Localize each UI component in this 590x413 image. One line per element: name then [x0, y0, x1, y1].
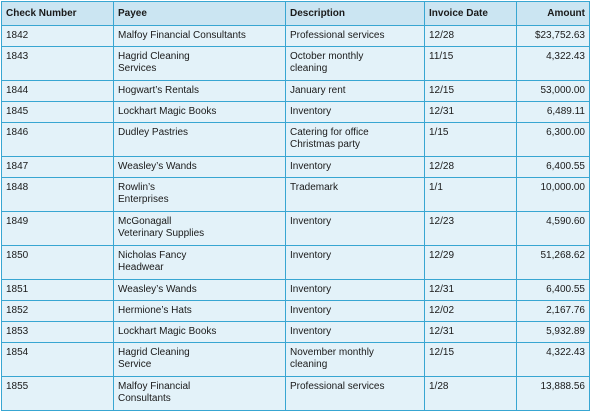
cell-invoice-date: 1/15	[424, 122, 517, 157]
cell-amount: 6,400.55	[516, 279, 590, 301]
cell-description: Inventory	[285, 156, 425, 178]
cell-description: Professional services	[285, 25, 425, 47]
table-row: 1846 Dudley Pastries Catering for office Ch…	[1, 122, 590, 157]
cell-amount: $23,752.63	[516, 25, 590, 47]
cell-invoice-date: 12/31	[424, 101, 517, 123]
cell-check-number: 1846	[1, 122, 114, 157]
table-row: 1850 Nicholas Fancy Headwear Inventory 12/29…	[1, 245, 590, 280]
table-row: 1854 Hagrid Cleaning Service November month…	[1, 342, 590, 377]
table-body: 1842 Malfoy Financial Consultants Professi…	[1, 25, 590, 411]
cell-check-number: 1851	[1, 279, 114, 301]
cell-check-number: 1843	[1, 46, 114, 81]
cell-amount: 10,000.00	[516, 177, 590, 212]
cell-invoice-date: 12/31	[424, 321, 517, 343]
cell-check-number: 1844	[1, 80, 114, 102]
cell-invoice-date: 11/15	[424, 46, 517, 81]
table-row: 1849 McGonagall Veterinary Supplies Invento…	[1, 211, 590, 246]
header-invoice-date: Invoice Date	[424, 1, 517, 26]
cell-payee: Weasley’s Wands	[113, 156, 286, 178]
cell-amount: 13,888.56	[516, 376, 590, 411]
cell-check-number: 1850	[1, 245, 114, 280]
cell-payee: Nicholas Fancy Headwear	[113, 245, 286, 280]
cell-invoice-date: 12/28	[424, 156, 517, 178]
cell-payee: Rowlin’s Enterprises	[113, 177, 286, 212]
cell-description: Inventory	[285, 279, 425, 301]
cell-invoice-date: 12/28	[424, 25, 517, 47]
cell-amount: 6,400.55	[516, 156, 590, 178]
table-header-row: Check Number Payee Description Invoice D…	[1, 1, 590, 26]
cell-description: January rent	[285, 80, 425, 102]
cell-description: Inventory	[285, 211, 425, 246]
cell-amount: 53,000.00	[516, 80, 590, 102]
cell-payee: Lockhart Magic Books	[113, 321, 286, 343]
cell-description: Trademark	[285, 177, 425, 212]
cell-invoice-date: 12/15	[424, 342, 517, 377]
cell-check-number: 1848	[1, 177, 114, 212]
cell-amount: 6,489.11	[516, 101, 590, 123]
cell-amount: 4,590.60	[516, 211, 590, 246]
table-row: 1844 Hogwart’s Rentals January rent 12/15 53…	[1, 80, 590, 102]
table-row: 1853 Lockhart Magic Books Inventory 12/31 5,…	[1, 321, 590, 343]
cell-payee: Malfoy Financial Consultants	[113, 376, 286, 411]
cell-invoice-date: 12/15	[424, 80, 517, 102]
cell-amount: 4,322.43	[516, 46, 590, 81]
cell-description: Catering for office Christmas party	[285, 122, 425, 157]
cell-invoice-date: 12/23	[424, 211, 517, 246]
cell-check-number: 1853	[1, 321, 114, 343]
table-row: 1848 Rowlin’s Enterprises Trademark 1/1 10,00…	[1, 177, 590, 212]
cell-amount: 4,322.43	[516, 342, 590, 377]
cell-payee: Hermione’s Hats	[113, 300, 286, 322]
table-row: 1843 Hagrid Cleaning Services October month…	[1, 46, 590, 81]
cell-payee: Malfoy Financial Consultants	[113, 25, 286, 47]
cell-amount: 51,268.62	[516, 245, 590, 280]
cell-description: Inventory	[285, 245, 425, 280]
cell-description: Inventory	[285, 101, 425, 123]
cell-description: Inventory	[285, 300, 425, 322]
cell-check-number: 1845	[1, 101, 114, 123]
table-row: 1851 Weasley’s Wands Inventory 12/31 6,400.5…	[1, 279, 590, 301]
header-amount: Amount	[516, 1, 590, 26]
cell-invoice-date: 1/1	[424, 177, 517, 212]
cell-payee: Lockhart Magic Books	[113, 101, 286, 123]
cell-invoice-date: 12/29	[424, 245, 517, 280]
cell-description: November monthly cleaning	[285, 342, 425, 377]
cell-invoice-date: 12/02	[424, 300, 517, 322]
table-row: 1847 Weasley’s Wands Inventory 12/28 6,400.5…	[1, 156, 590, 178]
table-row: 1842 Malfoy Financial Consultants Professi…	[1, 25, 590, 47]
cell-payee: Hagrid Cleaning Services	[113, 46, 286, 81]
cell-check-number: 1847	[1, 156, 114, 178]
cell-check-number: 1849	[1, 211, 114, 246]
cell-description: Inventory	[285, 321, 425, 343]
cell-amount: 5,932.89	[516, 321, 590, 343]
table-row: 1855 Malfoy Financial Consultants Professio…	[1, 376, 590, 411]
cell-payee: Weasley’s Wands	[113, 279, 286, 301]
cell-invoice-date: 12/31	[424, 279, 517, 301]
cell-check-number: 1855	[1, 376, 114, 411]
cell-description: Professional services	[285, 376, 425, 411]
header-description: Description	[285, 1, 425, 26]
cell-payee: Hogwart’s Rentals	[113, 80, 286, 102]
header-check-number: Check Number	[1, 1, 114, 26]
cell-check-number: 1854	[1, 342, 114, 377]
cell-description: October monthly cleaning	[285, 46, 425, 81]
cell-payee: McGonagall Veterinary Supplies	[113, 211, 286, 246]
cell-amount: 2,167.76	[516, 300, 590, 322]
cell-check-number: 1852	[1, 300, 114, 322]
cell-payee: Hagrid Cleaning Service	[113, 342, 286, 377]
table-row: 1852 Hermione’s Hats Inventory 12/02 2,167.7…	[1, 300, 590, 322]
cell-payee: Dudley Pastries	[113, 122, 286, 157]
table-row: 1845 Lockhart Magic Books Inventory 12/31 6,…	[1, 101, 590, 123]
cell-check-number: 1842	[1, 25, 114, 47]
cell-amount: 6,300.00	[516, 122, 590, 157]
cell-invoice-date: 1/28	[424, 376, 517, 411]
header-payee: Payee	[113, 1, 286, 26]
